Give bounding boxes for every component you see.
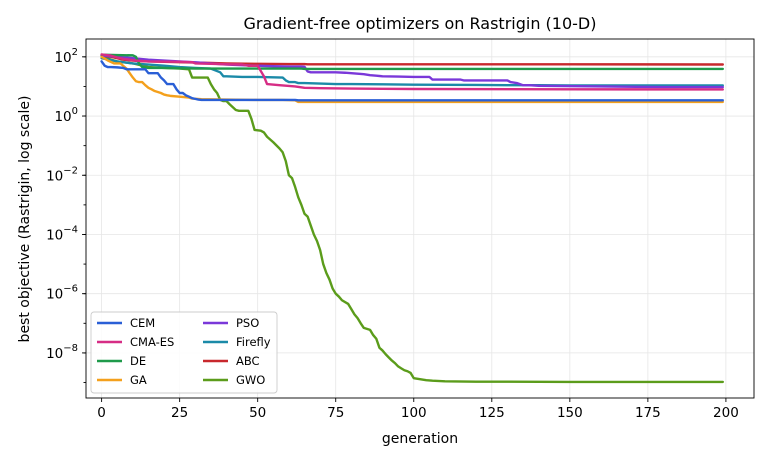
plot-frame [85,38,755,399]
legend-box [90,311,278,394]
legend-label-gwo: GWO [236,373,265,387]
y-axis-ticks: 10−8 10−6 10−4 10−2 100 102 [46,47,86,383]
grid [86,39,754,398]
y-tick-label: 102 [54,47,78,66]
y-axis-label: best objective (Rastrigin, log scale) [17,96,33,343]
legend-label-firefly: Firefly [236,335,271,349]
series-line-de [100,53,724,71]
series-layer [100,53,724,384]
x-axis-label: generation [382,431,458,447]
chart-title: Gradient-free optimizers on Rastrigin (1… [244,14,597,33]
series-line-pso [100,54,724,89]
y-tick-label: 10−6 [46,284,78,303]
series-line-cem [100,60,724,102]
legend-label-ga: GA [130,373,147,387]
y-tick-label: 10−8 [46,343,78,362]
legend-label-de: DE [130,354,146,368]
y-tick-label: 100 [54,106,78,125]
legend-label-cem: CEM [130,316,155,330]
legend: CEM CMA-ES DE GA PSO Firefly ABC GWO [90,311,278,394]
x-tick-label: 100 [401,405,427,421]
x-tick-label: 125 [479,405,505,421]
x-tick-label: 50 [249,405,266,421]
x-axis-ticks: 0 25 50 75 100 125 150 175 200 [97,398,739,421]
y-tick-label: 10−4 [46,224,78,243]
series-line-gwo [100,54,724,384]
x-tick-label: 25 [171,405,188,421]
x-tick-label: 200 [713,405,739,421]
legend-label-pso: PSO [236,316,259,330]
series-line-cma-es [100,53,724,91]
x-tick-label: 75 [327,405,344,421]
x-tick-label: 0 [97,405,106,421]
y-tick-label: 10−2 [46,165,78,184]
legend-label-abc: ABC [236,354,260,368]
legend-label-cma-es: CMA-ES [130,335,174,349]
x-tick-label: 150 [557,405,583,421]
x-tick-label: 175 [635,405,661,421]
